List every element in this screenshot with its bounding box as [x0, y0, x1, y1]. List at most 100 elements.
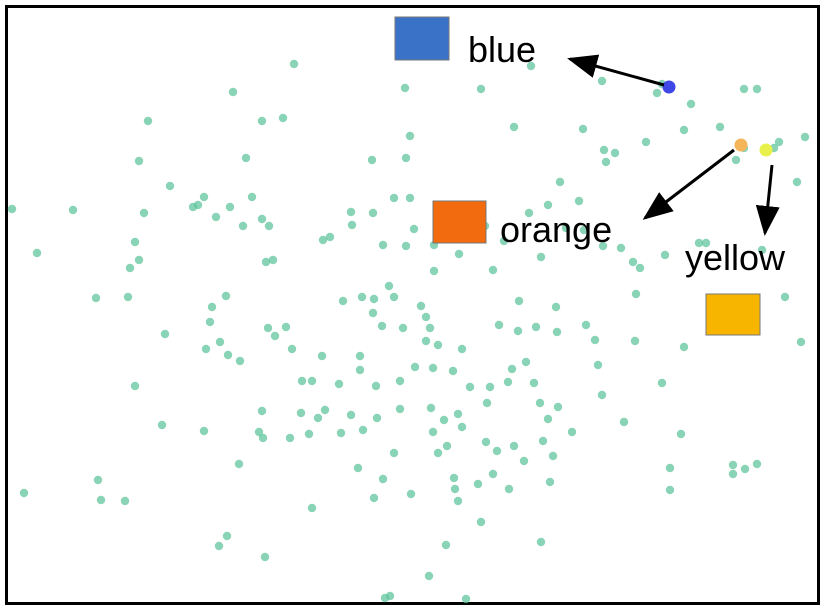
scatter-point [485, 382, 495, 392]
orange-label: orange [500, 209, 612, 250]
scatter-point [409, 224, 419, 234]
scatter-point [665, 463, 675, 473]
scatter-point [307, 503, 317, 513]
scatter-point [214, 541, 224, 551]
scatter-point [401, 153, 411, 163]
scatter-point [199, 192, 209, 202]
scatter-point [492, 446, 502, 456]
orange-arrow [642, 148, 735, 220]
scatter-point [371, 381, 381, 391]
yellow-highlight-point [759, 143, 773, 157]
scatter-point [630, 336, 640, 346]
scatter-point [652, 88, 662, 98]
scatter-point [543, 414, 553, 424]
scatter-point [448, 366, 458, 376]
scatter-point [130, 381, 140, 391]
scatter-point [454, 249, 464, 259]
scatter-point [336, 428, 346, 438]
scatter-point [597, 76, 607, 86]
scatter-points [7, 59, 810, 604]
scatter-point [134, 156, 144, 166]
blue-swatch [394, 16, 450, 61]
scatter-point [538, 436, 548, 446]
scatter-point [428, 427, 438, 437]
scatter-point [701, 238, 711, 248]
scatter-point [346, 410, 356, 420]
scatter-point [521, 357, 531, 367]
scatter-point [160, 329, 170, 339]
scatter-point [548, 451, 558, 461]
scatter-point [441, 540, 451, 550]
scatter-point [225, 202, 235, 212]
scatter-point [91, 293, 101, 303]
scatter-point [405, 193, 415, 203]
scatter-point [19, 488, 29, 498]
scatter-point [631, 289, 641, 299]
scatter-point [289, 59, 299, 69]
scatter-point [796, 337, 806, 347]
scatter-point [157, 420, 167, 430]
scatter-point [457, 344, 467, 354]
scatter-point [389, 292, 399, 302]
scatter-point [263, 323, 273, 333]
scatter-point [228, 87, 238, 97]
scatter-point [338, 296, 348, 306]
scatter-point [439, 415, 449, 425]
scatter-point [234, 459, 244, 469]
scatter-point [268, 255, 278, 265]
scatter-point [461, 594, 471, 604]
scatter-point [205, 317, 215, 327]
blue-highlight-point [662, 80, 676, 94]
scatter-point [201, 344, 211, 354]
scatter-point [68, 205, 78, 215]
scatter-point [453, 496, 463, 506]
scatter-point [358, 425, 368, 435]
scatter-point [398, 323, 408, 333]
scatter-point [715, 122, 725, 132]
scatter-point [740, 464, 750, 474]
scatter-point [304, 429, 314, 439]
scatter-point [355, 365, 365, 375]
scatter-point [433, 448, 443, 458]
scatter-point [543, 200, 553, 210]
blue-arrow [567, 54, 665, 87]
scatter-point [369, 294, 379, 304]
scatter-point [134, 255, 144, 265]
scatter-point [433, 340, 443, 350]
scatter-point [307, 376, 317, 386]
scatter-point [380, 593, 390, 603]
scatter-point [635, 263, 645, 273]
scatter-point [378, 474, 388, 484]
scatter-point [519, 456, 529, 466]
scatter-point [378, 240, 388, 250]
scatter-point [774, 137, 784, 147]
scatter-point [610, 148, 620, 158]
scatter-point [368, 208, 378, 218]
scatter-point [450, 484, 460, 494]
scatter-point [125, 263, 135, 273]
scatter-point [499, 236, 509, 246]
scatter-point [215, 337, 225, 347]
blue-label: blue [468, 29, 536, 70]
scatter-point [457, 422, 467, 432]
scatter-point [355, 351, 365, 361]
scatter-point [313, 413, 323, 423]
scatter-point [421, 312, 431, 322]
scatter-point [199, 426, 209, 436]
scatter-point [425, 323, 435, 333]
scatter-point [235, 356, 245, 366]
scatter-point [567, 427, 577, 437]
scatter-point [482, 398, 492, 408]
scatter-point [223, 350, 233, 360]
scatter-point [757, 245, 767, 255]
scatter-point [372, 413, 382, 423]
scatter-point [428, 363, 438, 373]
scatter-point [254, 427, 264, 437]
yellow-label: yellow [685, 237, 786, 278]
scatter-point [597, 390, 607, 400]
scatter-point [780, 292, 790, 302]
scatter-point [7, 204, 17, 214]
scatter-point [357, 292, 367, 302]
scatter-point [193, 200, 203, 210]
